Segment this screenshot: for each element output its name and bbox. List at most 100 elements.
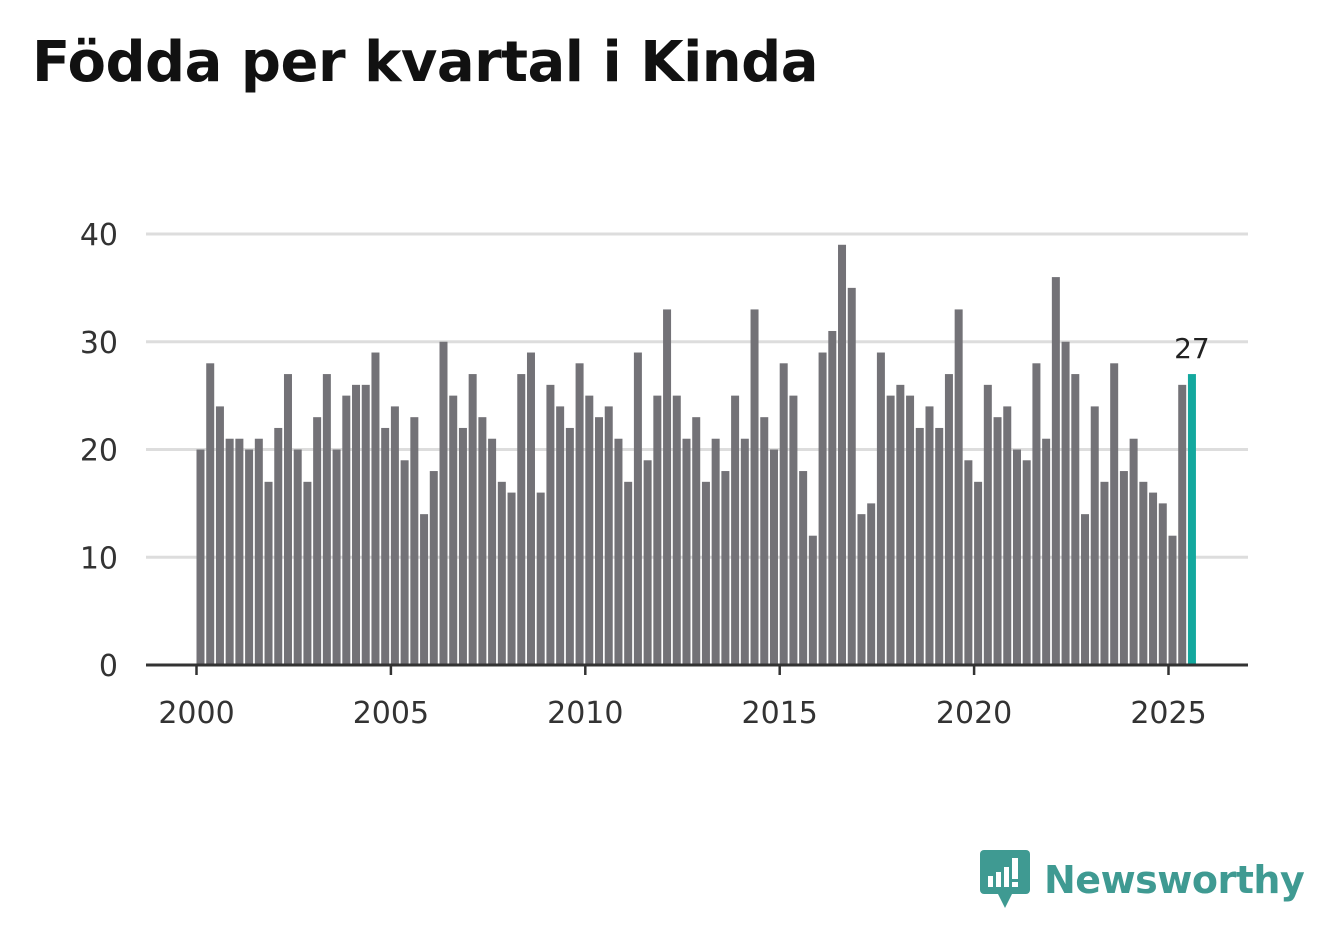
bar [556, 406, 565, 665]
bar [332, 449, 341, 665]
bar [731, 395, 740, 665]
bar [964, 460, 973, 665]
bar [643, 460, 652, 665]
y-tick-label: 20 [80, 434, 118, 469]
bar-chart: 0 10 20 30 40 2000 2005 2010 2015 2020 2025 27 [80, 218, 1248, 731]
bar [663, 309, 672, 665]
bar [1158, 503, 1167, 665]
bar [682, 438, 691, 665]
y-tick-label: 0 [99, 649, 118, 684]
bar [264, 481, 273, 665]
bar [1178, 384, 1187, 665]
bar [313, 417, 322, 665]
bar [245, 449, 254, 665]
bar [886, 395, 895, 665]
bar [915, 427, 924, 665]
bar [1110, 363, 1119, 665]
bar [876, 352, 885, 665]
bar [692, 417, 701, 665]
bar [526, 352, 535, 665]
bar [225, 438, 234, 665]
bar [653, 395, 662, 665]
bar [838, 244, 847, 665]
bar [1149, 492, 1158, 665]
bar [974, 481, 983, 665]
bar [711, 438, 720, 665]
bar [944, 374, 953, 665]
bar [672, 395, 681, 665]
page-title: Födda per kvartal i Kinda [32, 30, 819, 95]
y-tick-label: 30 [80, 326, 118, 361]
bar [1081, 514, 1090, 665]
bar [604, 406, 613, 665]
bar [235, 438, 244, 665]
bar [769, 449, 778, 665]
bar [935, 427, 944, 665]
bar [322, 374, 331, 665]
bar [1129, 438, 1138, 665]
bar [857, 514, 866, 665]
bar [429, 471, 438, 665]
bar [420, 514, 429, 665]
bar [1012, 449, 1021, 665]
bar [721, 471, 730, 665]
bar [1168, 535, 1177, 665]
bar [565, 427, 574, 665]
bar [274, 427, 283, 665]
bar [371, 352, 380, 665]
bar [896, 384, 905, 665]
bar [808, 535, 817, 665]
bar [400, 460, 409, 665]
y-axis-ticks: 0 10 20 30 40 [80, 218, 118, 684]
y-tick-label: 10 [80, 541, 118, 576]
bar [633, 352, 642, 665]
bar [847, 287, 856, 665]
bar [575, 363, 584, 665]
bar [206, 363, 215, 665]
bar [439, 341, 448, 665]
bar [478, 417, 487, 665]
bar [1061, 341, 1070, 665]
bar [303, 481, 312, 665]
bar [507, 492, 516, 665]
bar [283, 374, 292, 665]
bar [828, 330, 837, 665]
bar [517, 374, 526, 665]
x-tick-label: 2010 [547, 696, 623, 731]
bar [215, 406, 224, 665]
bar [1022, 460, 1031, 665]
bar [381, 427, 390, 665]
bar [925, 406, 934, 665]
bar [993, 417, 1002, 665]
data-labels: 27 [1174, 332, 1210, 365]
bar [1042, 438, 1051, 665]
x-tick-label: 2005 [353, 696, 429, 731]
bar [906, 395, 915, 665]
brand: Newsworthy [980, 850, 1305, 910]
bar [1139, 481, 1148, 665]
bar [410, 417, 419, 665]
bar [779, 363, 788, 665]
highlight-value-label: 27 [1174, 332, 1210, 365]
bar [342, 395, 351, 665]
x-tick-label: 2015 [742, 696, 818, 731]
bar [458, 427, 467, 665]
bar [546, 384, 555, 665]
bar [1003, 406, 1012, 665]
bar [449, 395, 458, 665]
bar [196, 449, 205, 665]
bar [468, 374, 477, 665]
bar [954, 309, 963, 665]
bar [740, 438, 749, 665]
bar [536, 492, 545, 665]
bar [1090, 406, 1099, 665]
bars [196, 244, 1196, 665]
bar-highlight [1187, 374, 1196, 665]
bar [585, 395, 594, 665]
y-tick-label: 40 [80, 218, 118, 253]
x-tick-label: 2020 [936, 696, 1012, 731]
bar [254, 438, 263, 665]
x-tick-label: 2000 [158, 696, 234, 731]
bar [488, 438, 497, 665]
bar [701, 481, 710, 665]
